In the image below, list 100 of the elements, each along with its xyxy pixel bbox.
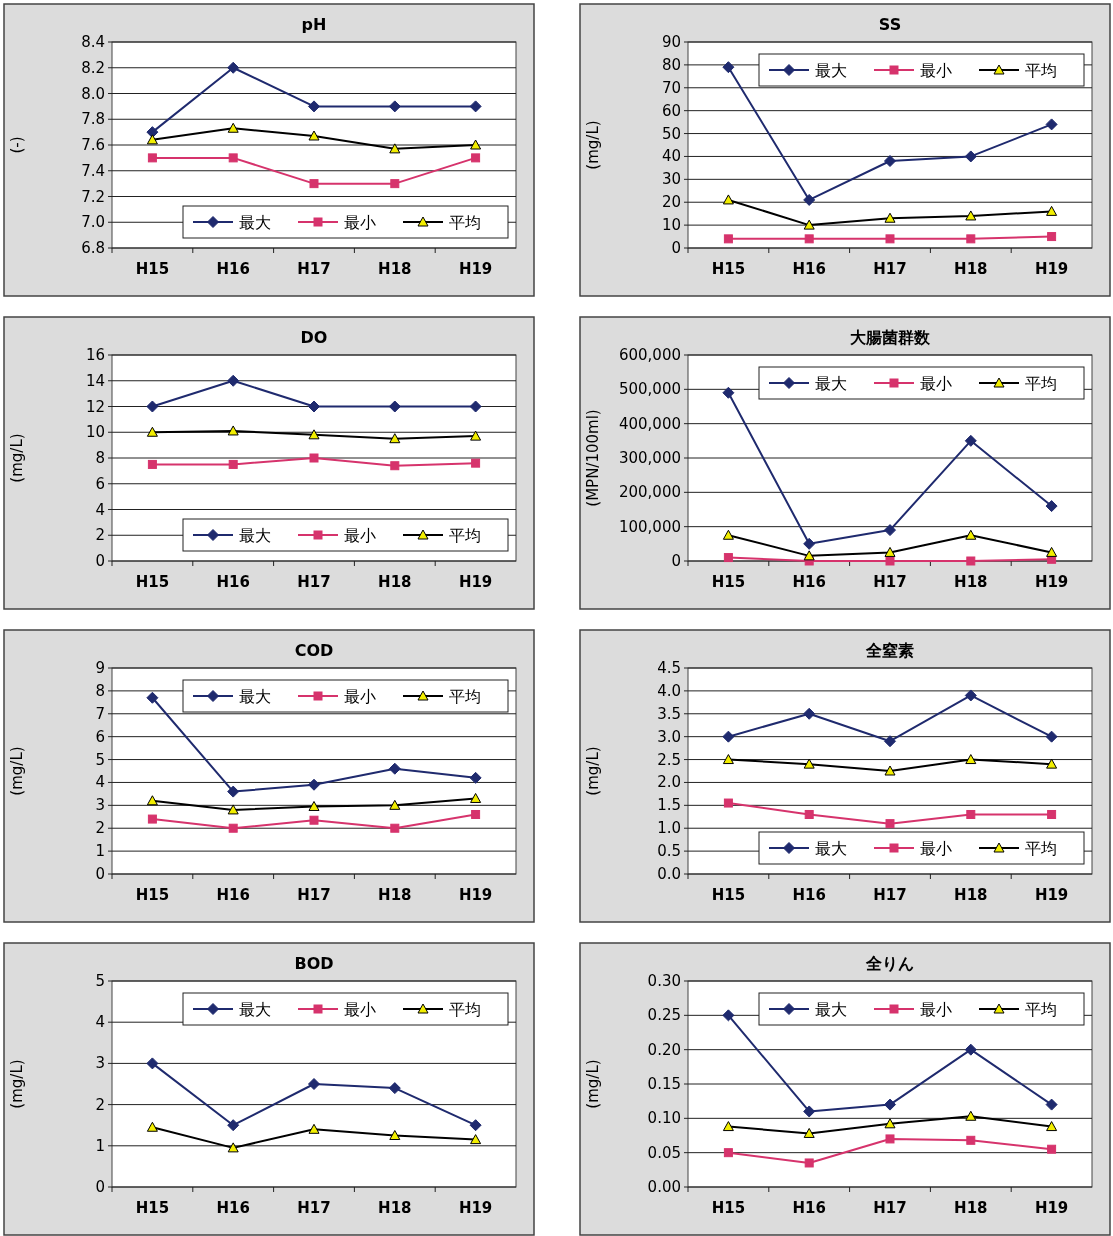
point bbox=[1045, 1098, 1058, 1111]
point bbox=[308, 100, 320, 113]
y-tick-label: 5 bbox=[95, 750, 105, 769]
y-tick-label: 3.5 bbox=[657, 704, 681, 723]
point bbox=[1047, 232, 1057, 242]
point bbox=[146, 1057, 159, 1070]
point bbox=[884, 765, 896, 776]
point bbox=[885, 1134, 895, 1144]
x-tick-label: H16 bbox=[792, 1199, 826, 1217]
x-tick-label: H17 bbox=[297, 1199, 331, 1217]
point bbox=[965, 754, 977, 765]
x-tick-label: H17 bbox=[297, 260, 331, 278]
y-tick-label: 7 bbox=[95, 704, 105, 723]
point bbox=[1046, 205, 1058, 216]
point bbox=[308, 1078, 320, 1090]
x-tick-label: H17 bbox=[873, 260, 907, 278]
y-tick-label: 4.5 bbox=[657, 659, 681, 677]
x-tick-label: H19 bbox=[458, 260, 493, 278]
point bbox=[308, 130, 320, 141]
legend-label: 最大 bbox=[239, 1000, 271, 1019]
point bbox=[1047, 1144, 1057, 1154]
point bbox=[389, 1130, 401, 1140]
y-tick-label: 4 bbox=[95, 773, 105, 792]
point bbox=[227, 374, 240, 387]
y-tick-label: 3.0 bbox=[657, 727, 681, 746]
point bbox=[388, 762, 401, 775]
point bbox=[308, 800, 320, 811]
x-tick-label: H19 bbox=[1034, 260, 1069, 278]
x-tick-label: H17 bbox=[873, 573, 907, 591]
point bbox=[227, 122, 239, 133]
chart-title: SS bbox=[878, 15, 902, 34]
point bbox=[722, 1009, 735, 1022]
point bbox=[965, 529, 977, 540]
legend-label: 平均 bbox=[1025, 839, 1057, 858]
point bbox=[885, 819, 895, 829]
point bbox=[1045, 730, 1058, 743]
legend-label: 最小 bbox=[920, 839, 952, 858]
point bbox=[964, 434, 977, 447]
legend-label: 最大 bbox=[815, 1000, 847, 1019]
point bbox=[146, 691, 159, 704]
y-axis-title: (mg/L) bbox=[8, 746, 26, 796]
legend-label: 最大 bbox=[815, 839, 847, 858]
y-axis-title: (mg/L) bbox=[584, 1059, 602, 1109]
point bbox=[147, 814, 157, 824]
y-tick-label: 100,000 bbox=[618, 517, 681, 536]
y-tick-label: 2 bbox=[95, 526, 105, 545]
y-tick-label: 1.0 bbox=[657, 819, 681, 838]
y-tick-label: 0.5 bbox=[657, 842, 681, 861]
legend-label: 平均 bbox=[1025, 61, 1057, 80]
y-tick-label: 80 bbox=[661, 55, 681, 74]
point bbox=[722, 1121, 734, 1132]
y-tick-label: 12 bbox=[85, 397, 105, 416]
point bbox=[723, 798, 733, 808]
point bbox=[471, 458, 481, 468]
y-tick-label: 3 bbox=[95, 796, 105, 815]
y-tick-label: 0 bbox=[671, 552, 681, 570]
y-tick-label: 0.05 bbox=[647, 1143, 681, 1162]
point bbox=[1045, 118, 1058, 131]
x-tick-label: H15 bbox=[711, 1199, 746, 1217]
x-tick-label: H19 bbox=[1034, 573, 1069, 591]
y-tick-label: 7.0 bbox=[81, 213, 105, 232]
x-tick-label: H18 bbox=[378, 1199, 412, 1217]
y-tick-label: 0.20 bbox=[647, 1040, 681, 1059]
y-tick-label: 2 bbox=[95, 1095, 105, 1114]
point bbox=[146, 1121, 158, 1132]
legend-label: 最小 bbox=[344, 1000, 376, 1019]
x-tick-label: H16 bbox=[216, 260, 250, 278]
point bbox=[723, 1148, 733, 1158]
point bbox=[965, 210, 977, 221]
legend-label: 最大 bbox=[239, 213, 271, 232]
point bbox=[803, 758, 815, 769]
chart-title: 大腸菌群数 bbox=[850, 328, 931, 347]
point bbox=[146, 795, 158, 806]
point bbox=[308, 400, 320, 413]
y-tick-label: 6 bbox=[95, 474, 105, 493]
point bbox=[804, 1158, 814, 1168]
x-tick-label: H15 bbox=[135, 573, 170, 591]
x-tick-label: H15 bbox=[711, 886, 746, 904]
x-tick-label: H18 bbox=[954, 260, 988, 278]
legend-label: 最小 bbox=[920, 61, 952, 80]
y-tick-label: 8.0 bbox=[81, 84, 105, 103]
point bbox=[470, 139, 482, 150]
y-tick-label: 60 bbox=[661, 101, 681, 120]
x-tick-label: H18 bbox=[954, 1199, 988, 1217]
point bbox=[388, 400, 401, 413]
y-tick-label: 1 bbox=[95, 842, 105, 861]
point bbox=[389, 433, 401, 444]
legend-label: 最小 bbox=[920, 1000, 952, 1019]
point bbox=[884, 1118, 896, 1129]
y-tick-label: 9 bbox=[95, 659, 105, 677]
point bbox=[471, 809, 481, 819]
chart-title: 全窒素 bbox=[865, 641, 914, 660]
point bbox=[227, 804, 239, 815]
y-tick-label: 8.4 bbox=[81, 33, 105, 51]
legend-label: 最大 bbox=[815, 61, 847, 80]
y-tick-label: 0.25 bbox=[647, 1006, 681, 1025]
y-tick-label: 8.2 bbox=[81, 58, 105, 77]
x-tick-label: H19 bbox=[458, 1199, 493, 1217]
y-tick-label: 2.0 bbox=[657, 773, 681, 792]
point bbox=[965, 1110, 977, 1121]
